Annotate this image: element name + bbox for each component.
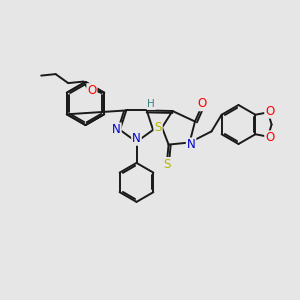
Text: O: O [87, 84, 97, 97]
Text: S: S [164, 158, 171, 171]
Text: H: H [147, 99, 155, 109]
Text: O: O [197, 97, 206, 110]
Text: O: O [265, 131, 274, 144]
Text: S: S [154, 121, 162, 134]
Text: N: N [187, 138, 196, 152]
Text: N: N [112, 123, 121, 136]
Text: N: N [132, 132, 141, 145]
Text: O: O [265, 105, 274, 118]
